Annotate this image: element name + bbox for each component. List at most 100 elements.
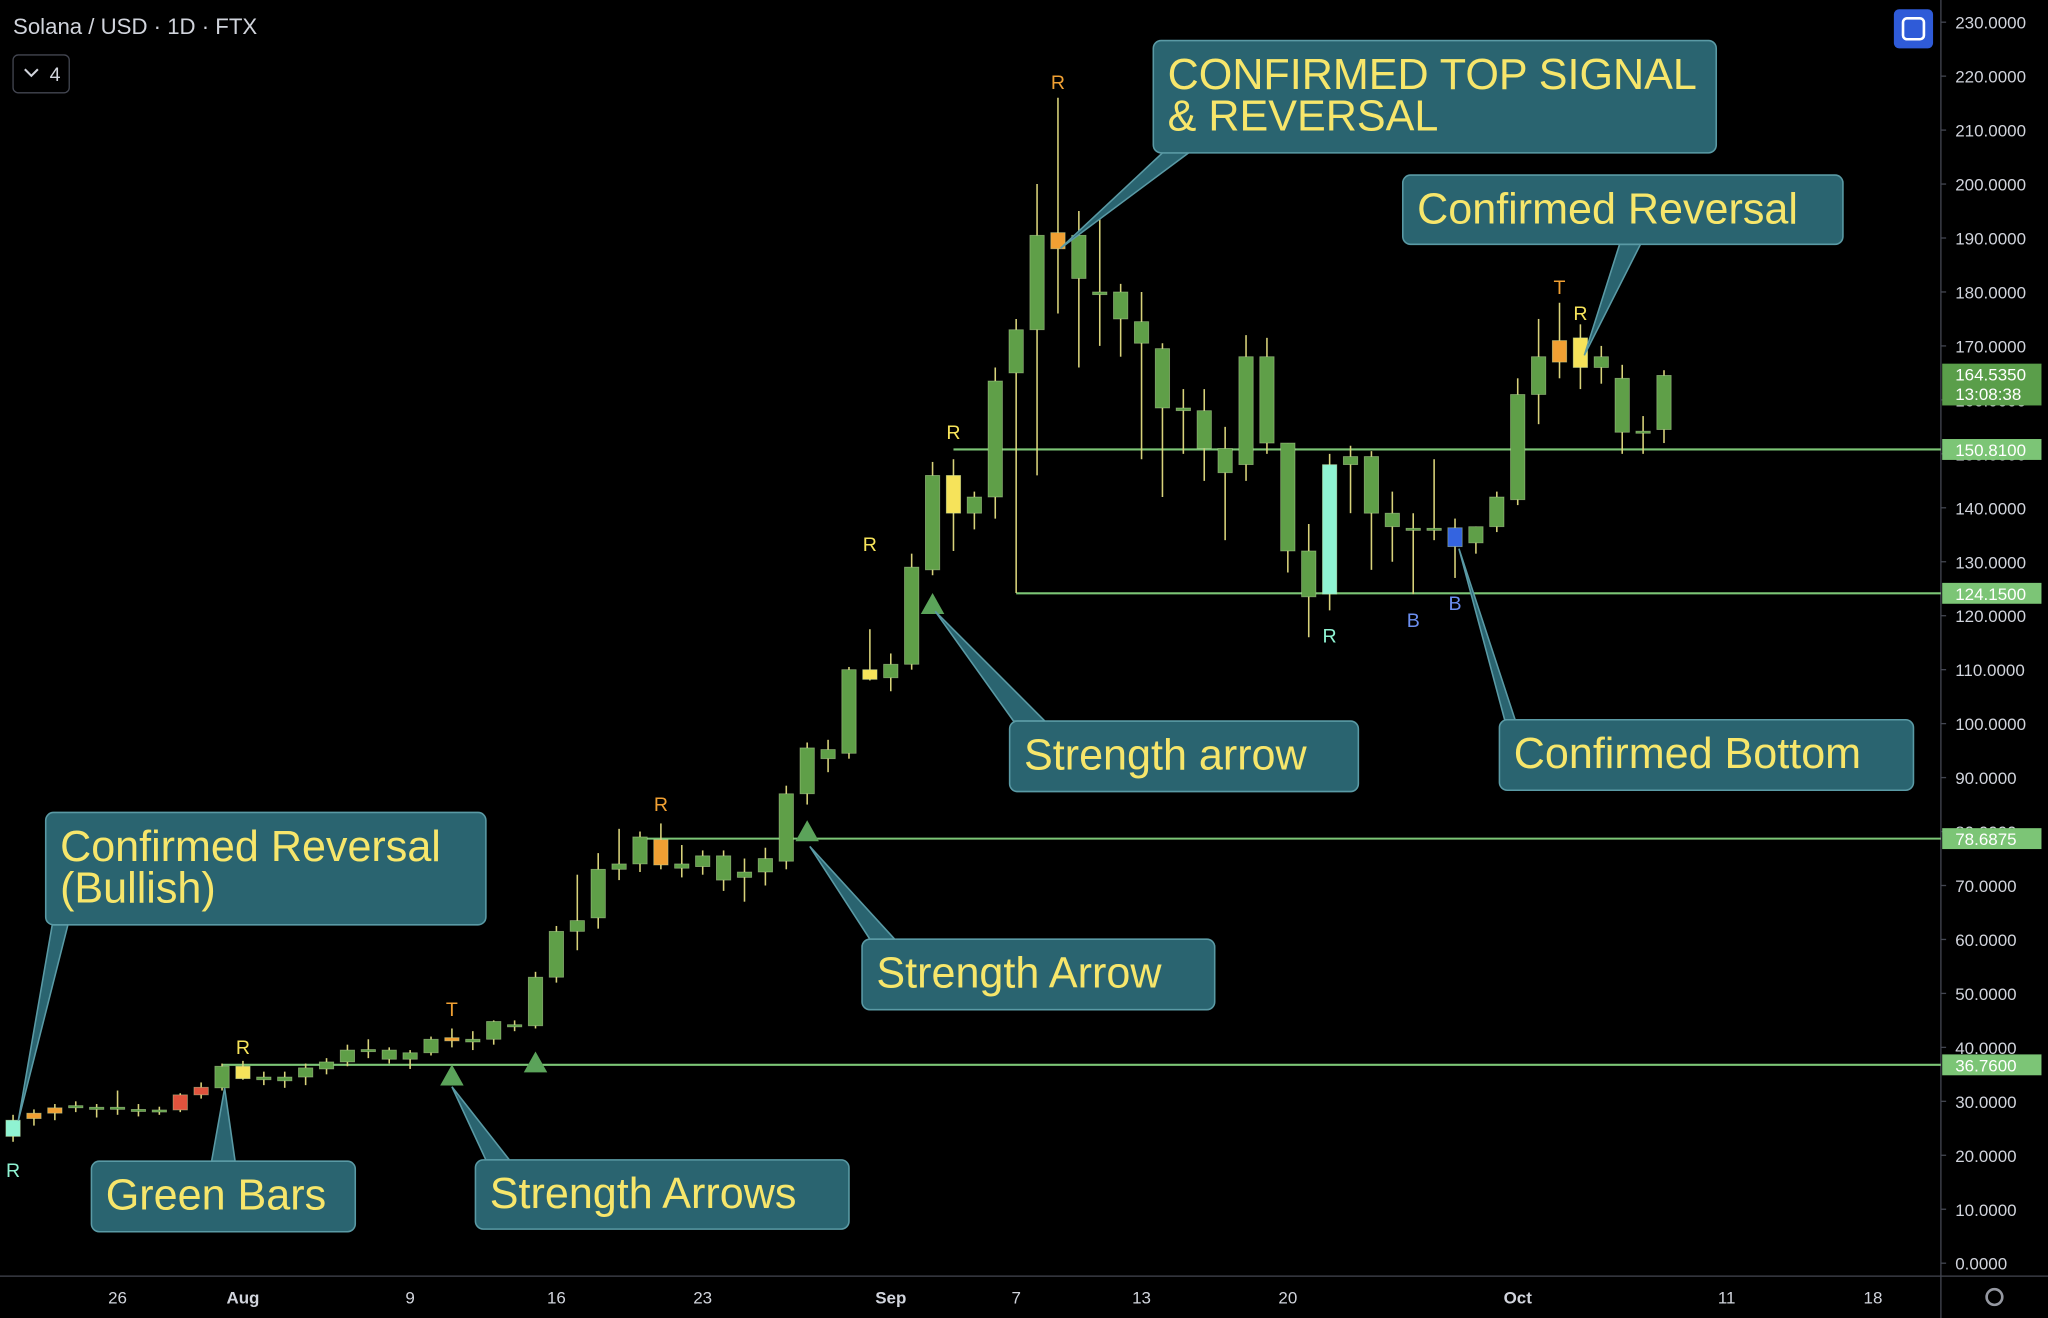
candle-body [1071, 234, 1087, 279]
fullscreen-icon[interactable] [1901, 17, 1926, 41]
callout-box [1401, 174, 1844, 246]
candle-body [109, 1106, 126, 1110]
candle-body [799, 747, 815, 795]
candle-body [360, 1049, 376, 1053]
candle-body [924, 475, 941, 571]
fullscreen-button[interactable] [1893, 9, 1934, 49]
fullscreen-button-bg[interactable] [1893, 9, 1934, 49]
candle-body [1593, 356, 1609, 368]
y-tick-label: 0.0000 [1955, 1255, 2007, 1274]
candle-body [883, 663, 899, 679]
candle-body [1551, 340, 1568, 363]
y-tick-label: 220.0000 [1955, 68, 2026, 87]
candle-body [1217, 448, 1233, 474]
signal-label: B [1407, 610, 1420, 632]
callout: Confirmed Reversal(Bullish) [17, 811, 487, 1121]
y-tick-label: 110.0000 [1955, 661, 2025, 680]
y-tick-label: 190.0000 [1955, 230, 2026, 249]
signal-label: R [236, 1037, 250, 1059]
y-tick-label: 30.0000 [1955, 1093, 2016, 1112]
callout-box [1008, 720, 1360, 793]
candle-body [298, 1067, 314, 1078]
level-label: 36.7600 [1955, 1056, 2016, 1075]
level-label-box [1942, 828, 2042, 850]
strength-arrow [440, 1064, 464, 1086]
candle-body [1029, 234, 1045, 331]
candle-body [151, 1109, 167, 1113]
x-tick-label: Oct [1504, 1289, 1533, 1308]
signal-label: R [654, 794, 668, 816]
y-tick-label: 100.0000 [1955, 715, 2026, 734]
level-label: 124.1500 [1955, 585, 2026, 604]
x-tick-label: 23 [693, 1289, 712, 1308]
candle-body [611, 863, 627, 870]
callout: CONFIRMED TOP SIGNAL& REVERSAL [1060, 39, 1718, 249]
callout-text: Confirmed Reversal [60, 823, 441, 871]
settings-icon[interactable] [1985, 1287, 2004, 1307]
candle-body [130, 1109, 147, 1112]
strength-arrow [795, 820, 819, 842]
callout-box [90, 1160, 357, 1233]
candle-body [1614, 377, 1630, 433]
signal-label: R [6, 1160, 20, 1182]
candle-body [89, 1106, 105, 1110]
candle-body [736, 871, 753, 878]
callout-box [1152, 39, 1718, 154]
candle-body [841, 669, 857, 754]
candle-body [757, 858, 773, 873]
y-tick-label: 70.0000 [1955, 877, 2016, 896]
settings-button[interactable] [1985, 1287, 2004, 1307]
chevron-icon[interactable] [24, 68, 39, 78]
candle-body [68, 1105, 84, 1109]
signal-label: B [1448, 593, 1461, 615]
level-label: 78.6875 [1955, 830, 2016, 849]
candle-body [569, 920, 585, 932]
candle-body [1280, 442, 1296, 552]
candle-body [172, 1094, 188, 1111]
candle-body [214, 1065, 230, 1089]
candle-body [277, 1076, 293, 1082]
candle-body [1154, 348, 1171, 409]
callout: Strength arrow [934, 610, 1360, 793]
candle-body [820, 749, 836, 760]
level-label: 150.8100 [1955, 441, 2026, 460]
candle-body [1489, 496, 1505, 528]
signal-label: R [1573, 303, 1587, 325]
y-tick-label: 130.0000 [1955, 553, 2026, 572]
candle-body [1092, 291, 1108, 296]
candle-body [1572, 337, 1588, 368]
candle-body [674, 863, 690, 869]
callout-box [474, 1159, 850, 1230]
x-tick-label: 13 [1132, 1289, 1151, 1308]
candle-body [235, 1065, 251, 1080]
callout-text: Confirmed Reversal [1417, 185, 1798, 233]
callout-text: CONFIRMED TOP SIGNAL [1168, 51, 1697, 99]
signal-label: T [1554, 277, 1566, 299]
callout-text: Strength arrow [1024, 731, 1308, 779]
y-tick-label: 20.0000 [1955, 1147, 2016, 1166]
callout-text: Strength Arrows [490, 1170, 797, 1218]
callout: Confirmed Bottom [1458, 548, 1915, 792]
candle-body [5, 1119, 21, 1137]
candle-body [716, 855, 732, 881]
candle-body [256, 1076, 272, 1081]
signal-label: T [446, 999, 458, 1021]
indicator-toggle-box[interactable] [12, 54, 70, 94]
countdown-label: 13:08:38 [1955, 385, 2021, 404]
candle-body [1635, 430, 1651, 434]
candle-body [1426, 527, 1442, 531]
candle-body [47, 1107, 63, 1114]
indicator-toggle[interactable]: 4 [12, 54, 70, 94]
candle-body [548, 930, 564, 978]
indicator-count[interactable]: 4 [50, 64, 61, 86]
y-tick-label: 140.0000 [1955, 499, 2026, 518]
chart-title: Solana / USD · 1D · FTX [13, 14, 257, 39]
y-tick-label: 40.0000 [1955, 1039, 2016, 1058]
candle-body [1447, 527, 1463, 548]
candle-body [486, 1021, 502, 1040]
x-tick-label: 11 [1718, 1289, 1736, 1308]
callout-text: Green Bars [106, 1172, 326, 1220]
x-tick-label: Aug [226, 1289, 259, 1308]
candle-body [1133, 321, 1150, 344]
candle-body [1113, 291, 1129, 320]
